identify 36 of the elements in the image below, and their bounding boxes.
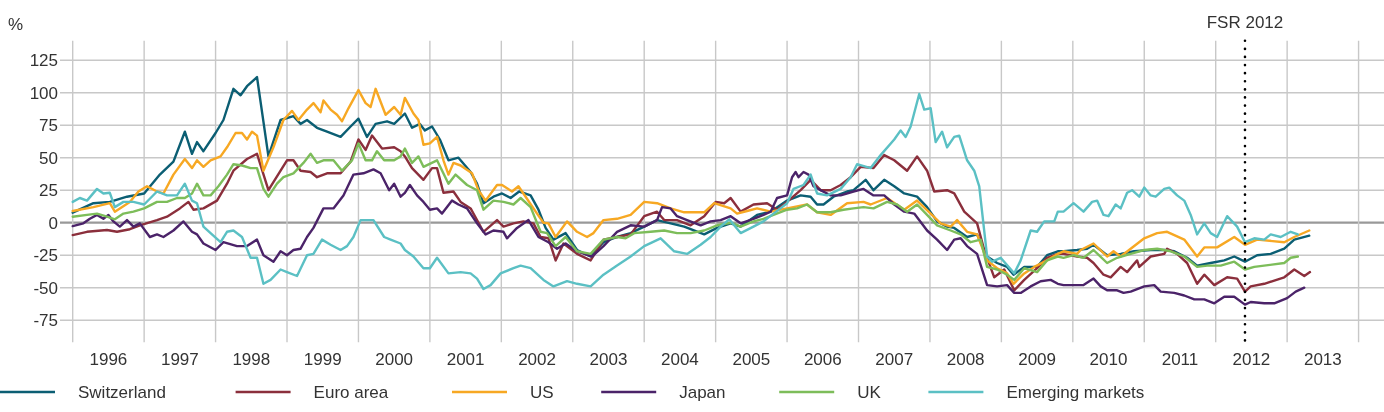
- legend-label: Emerging markets: [1006, 383, 1145, 402]
- x-tick-label: 2004: [661, 350, 699, 369]
- x-tick-label: 2002: [518, 350, 556, 369]
- x-tick-label: 2008: [946, 350, 985, 369]
- y-tick-label: 75: [39, 116, 58, 136]
- legend-label: Switzerland: [78, 383, 166, 402]
- x-tick-label: 2010: [1089, 350, 1128, 369]
- x-tick-label: 2006: [803, 350, 842, 369]
- y-tick-label: 50: [39, 148, 58, 168]
- x-tick-label: 2005: [732, 350, 771, 369]
- x-tick-label: 2001: [446, 350, 485, 369]
- x-tick-label: 2007: [875, 350, 914, 369]
- line-series: [71, 168, 1306, 306]
- x-tick-label: 1996: [89, 350, 128, 369]
- x-tick-label: 1999: [303, 350, 342, 369]
- x-tick-label: 2000: [375, 350, 414, 369]
- x-tick-label: 2011: [1161, 350, 1199, 369]
- y-tick-label: 0: [48, 213, 58, 233]
- legend-label: Euro area: [313, 383, 389, 402]
- x-tick-label: 1998: [232, 350, 271, 369]
- x-tick-label: 2003: [589, 350, 628, 369]
- legend-label: Japan: [679, 383, 726, 402]
- legend-label: US: [530, 383, 554, 402]
- y-axis-title: %: [8, 15, 24, 34]
- y-tick-label: -25: [33, 246, 58, 266]
- x-tick-label: 1997: [160, 350, 199, 369]
- x-tick-label: 2009: [1018, 350, 1057, 369]
- y-tick-label: -50: [33, 278, 58, 298]
- legend-label: UK: [857, 383, 882, 402]
- y-tick-label: -75: [33, 311, 58, 331]
- ref-line-label: FSR 2012: [1206, 13, 1284, 32]
- y-tick-label: 25: [39, 181, 58, 201]
- y-tick-label: 100: [29, 83, 58, 103]
- y-tick-label: 125: [29, 51, 58, 71]
- x-tick-label: 2013: [1303, 350, 1342, 369]
- x-tick-label: 2012: [1232, 350, 1271, 369]
